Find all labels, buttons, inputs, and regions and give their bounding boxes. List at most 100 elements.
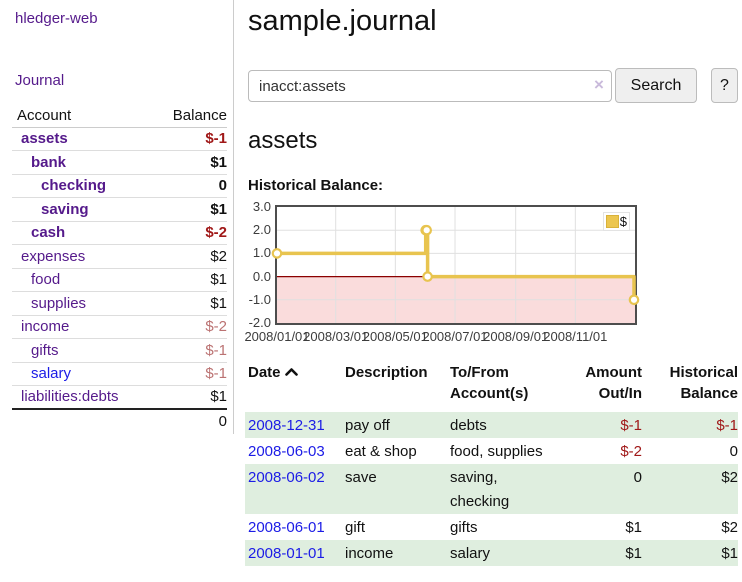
sidebar: hledger-web Journal Account Balance asse… <box>0 0 234 434</box>
account-link[interactable]: gifts <box>31 341 59 359</box>
account-link[interactable]: liabilities:debts <box>21 388 119 406</box>
sidebar-account-row: saving $1 <box>12 198 227 222</box>
account-balance: $-1 <box>205 130 227 148</box>
x-axis-tick-label: 2008/11/01 <box>543 329 608 344</box>
accounts-table: Account Balance assets $-1 bank $1 checking 0… <box>12 104 227 433</box>
account-balance: 0 <box>218 177 227 195</box>
account-link[interactable]: food <box>31 271 61 289</box>
accounts-table-header: Account Balance <box>12 104 227 128</box>
chart-legend: $ <box>602 212 630 231</box>
transaction-date-link[interactable]: 2008-06-01 <box>248 519 325 536</box>
chart-title: Historical Balance: <box>248 177 384 194</box>
app-title-link[interactable]: hledger-web <box>15 10 98 27</box>
search-input[interactable] <box>248 70 612 102</box>
x-axis-tick-label: 2008/07/01 <box>422 329 488 344</box>
account-balance: $2 <box>210 247 227 265</box>
transaction-date-link[interactable]: 2008-06-02 <box>245 464 345 514</box>
date-column-header[interactable]: Date <box>245 362 345 412</box>
transaction-date-link[interactable]: 2008-06-03 <box>248 443 325 460</box>
account-balance: $1 <box>210 388 227 406</box>
account-link[interactable]: cash <box>31 224 66 242</box>
account-column-header: Account <box>17 106 72 124</box>
sidebar-account-row: expenses $2 <box>12 245 227 269</box>
transaction-date-link[interactable]: 2008-01-01 <box>245 540 345 566</box>
register-row: 2008-01-01 income salary $1 $1 <box>245 540 738 566</box>
help-button[interactable]: ? <box>711 68 738 103</box>
account-balance: $-1 <box>205 341 227 359</box>
transaction-description: gift <box>345 519 366 536</box>
sidebar-account-row: salary $-1 <box>12 363 227 386</box>
register-row: 2008-06-03 eat & shop food, supplies $-2 0 <box>245 438 738 464</box>
balance-chart[interactable]: $ <box>271 205 640 325</box>
account-link[interactable]: expenses <box>21 247 86 265</box>
register-row: 2008-06-02 save saving, checking 0 $2 <box>245 464 738 514</box>
transaction-accounts: salary <box>450 540 560 566</box>
sort-ascending-icon <box>284 362 298 383</box>
transaction-amount: $-2 <box>620 443 642 460</box>
sidebar-account-row: bank $1 <box>12 151 227 175</box>
account-link[interactable]: checking <box>41 177 107 195</box>
account-balance: $-1 <box>205 365 227 383</box>
legend-swatch-icon <box>605 215 619 228</box>
accounts-total-row: 0 <box>12 410 227 434</box>
x-axis-tick-label: 2008/01/01 <box>244 329 310 344</box>
account-heading: assets <box>248 127 318 154</box>
transaction-balance: $-1 <box>642 412 738 438</box>
y-axis-tick-label: -1.0 <box>248 291 271 307</box>
sidebar-account-row: gifts $-1 <box>12 339 227 363</box>
clear-search-icon[interactable]: × <box>594 75 604 94</box>
balance-column-header: Balance <box>172 106 227 124</box>
sidebar-account-row: income $-2 <box>12 316 227 339</box>
account-balance: $1 <box>210 294 227 312</box>
sidebar-account-row: food $1 <box>12 269 227 292</box>
x-axis-tick-label: 2008/05/01 <box>362 329 428 344</box>
transaction-amount: $1 <box>625 519 642 536</box>
transaction-balance: $1 <box>642 540 738 566</box>
chart-x-axis: 2008/01/01 2008/03/01 2008/05/01 2008/07/01… <box>244 329 635 347</box>
transaction-description: income <box>345 540 450 566</box>
transaction-amount: $-1 <box>560 412 642 438</box>
transaction-accounts: saving, checking <box>450 464 560 514</box>
account-balance: $-2 <box>205 224 227 242</box>
register-table: Date Description To/From Account(s) Amou… <box>245 362 738 566</box>
sidebar-item-journal[interactable]: Journal <box>15 72 65 89</box>
sidebar-account-row: cash $-2 <box>12 222 227 245</box>
page-title: sample.journal <box>248 5 437 37</box>
y-axis-tick-label: 1.0 <box>252 245 271 261</box>
sidebar-account-row: supplies $1 <box>12 292 227 316</box>
y-axis-tick-label: -2.0 <box>248 315 271 330</box>
account-link[interactable]: supplies <box>31 294 87 312</box>
account-balance: $1 <box>210 200 227 218</box>
account-balance: $1 <box>210 271 227 289</box>
account-balance: $1 <box>210 153 227 171</box>
register-row: 2008-06-01 gift gifts $1 $2 <box>245 514 738 540</box>
accounts-column-header: To/From Account(s) <box>450 364 529 402</box>
transaction-accounts: gifts <box>450 519 478 536</box>
transaction-description: pay off <box>345 412 450 438</box>
account-link[interactable]: salary <box>31 365 72 383</box>
account-link[interactable]: income <box>21 318 70 336</box>
account-link[interactable]: assets <box>21 130 68 148</box>
register-row: 2008-12-31 pay off debts $-1 $-1 <box>245 412 738 438</box>
account-link[interactable]: bank <box>31 153 67 171</box>
transaction-description: save <box>345 464 450 514</box>
account-balance: $-2 <box>205 318 227 336</box>
transaction-balance: 0 <box>729 443 738 460</box>
amount-column-header: Amount Out/In <box>585 364 642 402</box>
description-column-header: Description <box>345 364 428 381</box>
transaction-balance: $2 <box>642 464 738 514</box>
accounts-total-balance: 0 <box>218 412 227 430</box>
search-button[interactable]: Search <box>615 68 697 103</box>
transaction-amount: $1 <box>560 540 642 566</box>
balance-column-header-register: Historical Balance <box>669 364 738 402</box>
transaction-accounts: debts <box>450 412 560 438</box>
x-axis-tick-label: 2008/09/01 <box>483 329 549 344</box>
register-header-row: Date Description To/From Account(s) Amou… <box>245 362 738 412</box>
sidebar-account-row: liabilities:debts $1 <box>12 386 227 410</box>
account-link[interactable]: saving <box>41 200 89 218</box>
transaction-accounts: food, supplies <box>450 443 543 460</box>
x-axis-tick-label: 2008/03/01 <box>303 329 369 344</box>
transaction-date-link[interactable]: 2008-12-31 <box>245 412 345 438</box>
y-axis-tick-label: 0.0 <box>252 268 271 284</box>
sidebar-account-row: checking 0 <box>12 175 227 198</box>
